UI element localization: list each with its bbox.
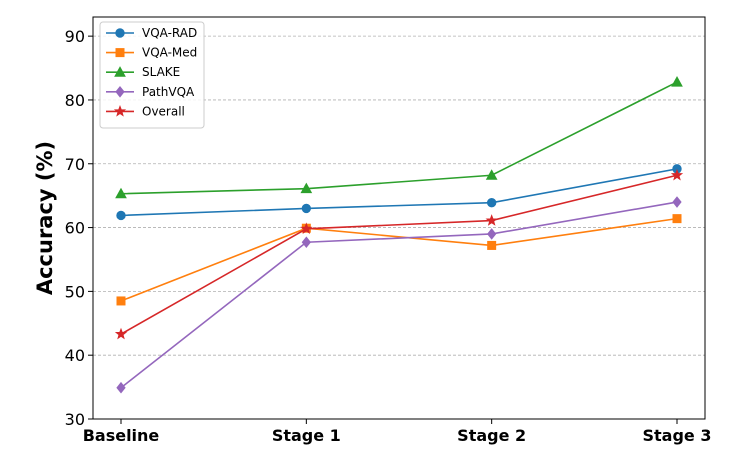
y-tick-label-90: 90 — [65, 27, 85, 46]
legend-label-vqa-rad: VQA-RAD — [142, 26, 197, 40]
plot-frame — [92, 16, 706, 420]
legend-marker-vqa-rad — [115, 28, 125, 38]
y-tick-label-60: 60 — [65, 219, 85, 238]
x-tick-label-2: Stage 2 — [457, 426, 526, 445]
data-point-vqa-rad-1 — [301, 203, 312, 214]
data-point-slake-2 — [485, 169, 498, 180]
legend-label-pathvqa: PathVQA — [142, 85, 195, 99]
legend-entry-slake: SLAKE — [106, 65, 180, 79]
data-point-pathvqa-3 — [672, 196, 682, 208]
series-line-vqa-med — [120, 217, 678, 302]
data-point-slake-0 — [115, 187, 127, 199]
x-tick-label-3: Stage 3 — [643, 426, 712, 445]
legend: VQA-RAD VQA-Med SLAKE PathVQA Overall — [99, 21, 205, 129]
series-line-slake — [120, 81, 678, 195]
x-tick-label-0: Baseline — [83, 426, 160, 445]
x-axis-ticks: Baseline Stage 1 Stage 2 Stage 3 — [83, 419, 712, 445]
data-point-overall-0 — [114, 327, 128, 340]
data-point-overall-3 — [670, 168, 684, 181]
x-tick-label-1: Stage 1 — [272, 426, 341, 445]
y-tick-label-70: 70 — [65, 155, 85, 174]
data-point-slake-3 — [671, 76, 683, 87]
legend-marker-slake — [114, 66, 126, 77]
legend-marker-overall — [113, 104, 127, 117]
series-slake — [115, 76, 683, 199]
series-pathvqa — [116, 196, 682, 394]
data-point-vqa-med-2 — [487, 240, 497, 250]
series-overall — [114, 168, 684, 340]
legend-marker-vqa-med — [115, 48, 125, 58]
series-vqa-rad — [116, 164, 682, 221]
data-point-vqa-med-3 — [672, 214, 682, 224]
data-point-vqa-rad-0 — [116, 210, 126, 221]
data-point-vqa-med-0 — [116, 296, 126, 306]
data-point-slake-1 — [300, 182, 313, 194]
series-group — [114, 76, 684, 394]
legend-label-slake: SLAKE — [142, 65, 180, 79]
legend-label-vqa-med: VQA-Med — [142, 46, 197, 60]
legend-box — [99, 21, 205, 129]
y-tick-label-80: 80 — [65, 91, 85, 110]
legend-entry-vqa-med: VQA-Med — [106, 46, 197, 60]
y-axis-label: Accuracy (%) — [33, 141, 57, 295]
data-point-overall-2 — [485, 214, 498, 226]
legend-entry-vqa-rad: VQA-RAD — [106, 26, 197, 40]
data-point-pathvqa-1 — [301, 236, 311, 249]
data-point-pathvqa-2 — [487, 228, 497, 240]
y-axis-ticks: 30 40 50 60 70 80 90 — [65, 27, 93, 429]
legend-marker-pathvqa — [115, 85, 125, 98]
data-point-overall-1 — [300, 222, 313, 235]
legend-entry-overall: Overall — [106, 104, 185, 118]
series-line-overall — [120, 174, 678, 335]
y-tick-label-50: 50 — [65, 282, 85, 301]
y-tick-label-40: 40 — [65, 346, 85, 365]
legend-entry-pathvqa: PathVQA — [106, 85, 195, 99]
data-point-pathvqa-0 — [116, 381, 126, 394]
series-line-pathvqa — [120, 201, 678, 389]
y-tick-label-30: 30 — [65, 410, 85, 429]
data-point-vqa-rad-2 — [486, 197, 497, 208]
legend-label-overall: Overall — [142, 104, 185, 118]
series-line-vqa-rad — [120, 168, 678, 217]
